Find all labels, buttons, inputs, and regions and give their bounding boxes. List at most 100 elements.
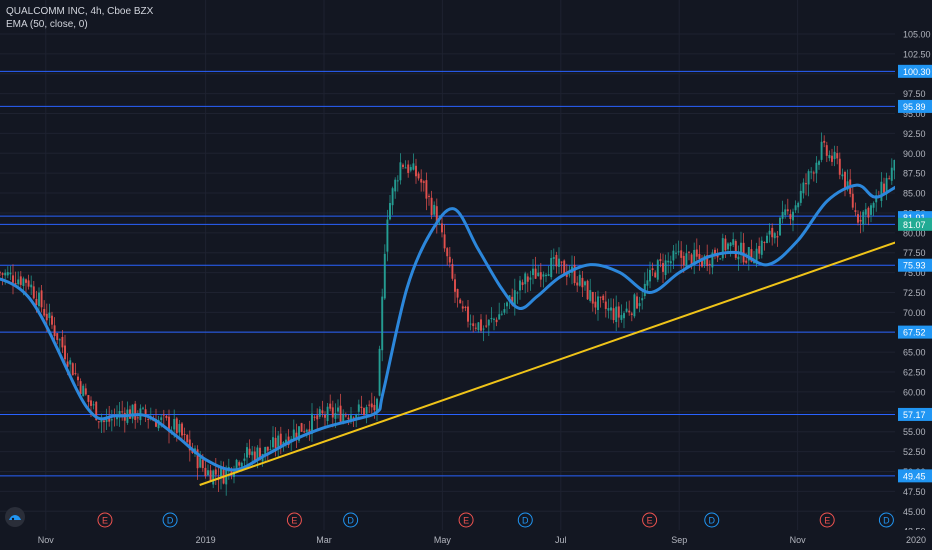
candle-body [443, 234, 446, 249]
candle-body [784, 209, 787, 216]
candle-body [737, 256, 740, 260]
candle-body [433, 204, 436, 215]
candle-body [586, 280, 589, 300]
candle-body [448, 256, 451, 263]
candle-body [92, 404, 95, 406]
candle-body [526, 276, 529, 282]
candle-body [238, 462, 241, 466]
candle-body [259, 447, 261, 460]
price-tick-label: 102.50 [903, 49, 931, 59]
price-badge-label: 57.17 [903, 410, 926, 420]
candle-body [859, 219, 862, 222]
time-tick-label: Mar [316, 535, 332, 545]
price-tick-label: 105.00 [903, 29, 931, 39]
candle-body [233, 471, 235, 477]
price-tick-label: 90.00 [903, 149, 926, 159]
candle-body [495, 319, 498, 323]
candle-body [677, 251, 680, 253]
candle-body [534, 268, 537, 279]
chart-legend: QUALCOMM INC, 4h, Cboe BZX EMA (50, clos… [6, 5, 153, 31]
candle-body [409, 167, 412, 171]
candle-body [6, 272, 9, 276]
candle-body [690, 254, 693, 267]
price-badge [898, 407, 932, 421]
candle-body [108, 416, 111, 422]
candle-body [35, 298, 38, 305]
candle-body [573, 264, 576, 284]
candle-body [719, 258, 722, 260]
candle-body [698, 253, 701, 260]
candle-body [555, 254, 558, 267]
candle-body [71, 363, 74, 376]
candle-body [415, 165, 417, 177]
candle-body [32, 286, 35, 299]
candle-body [425, 180, 428, 199]
candle-body [181, 423, 183, 436]
candle-body [121, 411, 124, 413]
candle-body [90, 400, 92, 406]
event-marker-label: E [102, 516, 108, 526]
candle-body [264, 447, 267, 456]
candle-body [773, 233, 776, 239]
candle-body [740, 242, 742, 256]
event-markers: EDEDEDEDEDEDEE [97, 512, 894, 528]
candle-body [612, 308, 615, 321]
candle-body [820, 141, 823, 160]
price-badge [898, 64, 932, 78]
price-axis[interactable]: 42.5045.0047.5050.0052.5055.0057.5060.00… [895, 0, 932, 550]
price-tick-label: 95.00 [903, 109, 926, 119]
candle-body [240, 462, 243, 467]
price-badge-label: 81.07 [903, 220, 926, 230]
candle-body [201, 459, 204, 469]
candle-body [532, 268, 534, 276]
candle-body [165, 415, 168, 419]
candle-body [729, 242, 732, 247]
candle-body [794, 205, 797, 211]
candle-body [79, 381, 82, 395]
price-tick-label: 60.00 [903, 387, 926, 397]
candle-body [604, 301, 607, 309]
candle-body [116, 416, 118, 420]
candle-body [69, 360, 72, 365]
candle-body [316, 415, 319, 420]
candle-body [781, 211, 784, 219]
candle-body [844, 172, 846, 190]
candle-body [682, 255, 685, 266]
candle-body [742, 242, 745, 263]
time-tick-label: Nov [790, 535, 807, 545]
candle-body [40, 290, 43, 308]
candle-body [664, 260, 667, 276]
candle-body [568, 274, 571, 276]
candle-body [311, 413, 313, 434]
candle-body [667, 260, 670, 263]
price-badge [898, 217, 932, 231]
candle-body [623, 313, 625, 319]
candle-body [381, 296, 384, 351]
candle-body [308, 429, 311, 433]
candle-body [350, 415, 352, 422]
candle-body [383, 253, 386, 299]
candle-body [498, 314, 501, 320]
candle-body [422, 181, 425, 183]
dividend-marker [878, 512, 894, 528]
candle-body [360, 406, 363, 408]
candle-body [230, 468, 233, 476]
candle-body [105, 419, 108, 422]
candle-body [274, 437, 277, 449]
candle-body [326, 406, 329, 421]
candle-body [285, 439, 287, 445]
candle-body [786, 209, 789, 212]
candle-body [365, 407, 368, 414]
candle-body [519, 280, 521, 291]
candle-body [838, 158, 841, 175]
candle-body [693, 249, 696, 266]
candle-body [714, 249, 716, 256]
candle-body [524, 273, 527, 285]
candle-body [292, 429, 295, 440]
candle-body [812, 172, 815, 174]
candle-body [854, 210, 857, 212]
time-axis[interactable]: Nov2019MarMayJulSepNov2020MarMay5JulAugS… [0, 530, 932, 550]
candle-body [480, 319, 482, 331]
candle-body [521, 282, 524, 285]
